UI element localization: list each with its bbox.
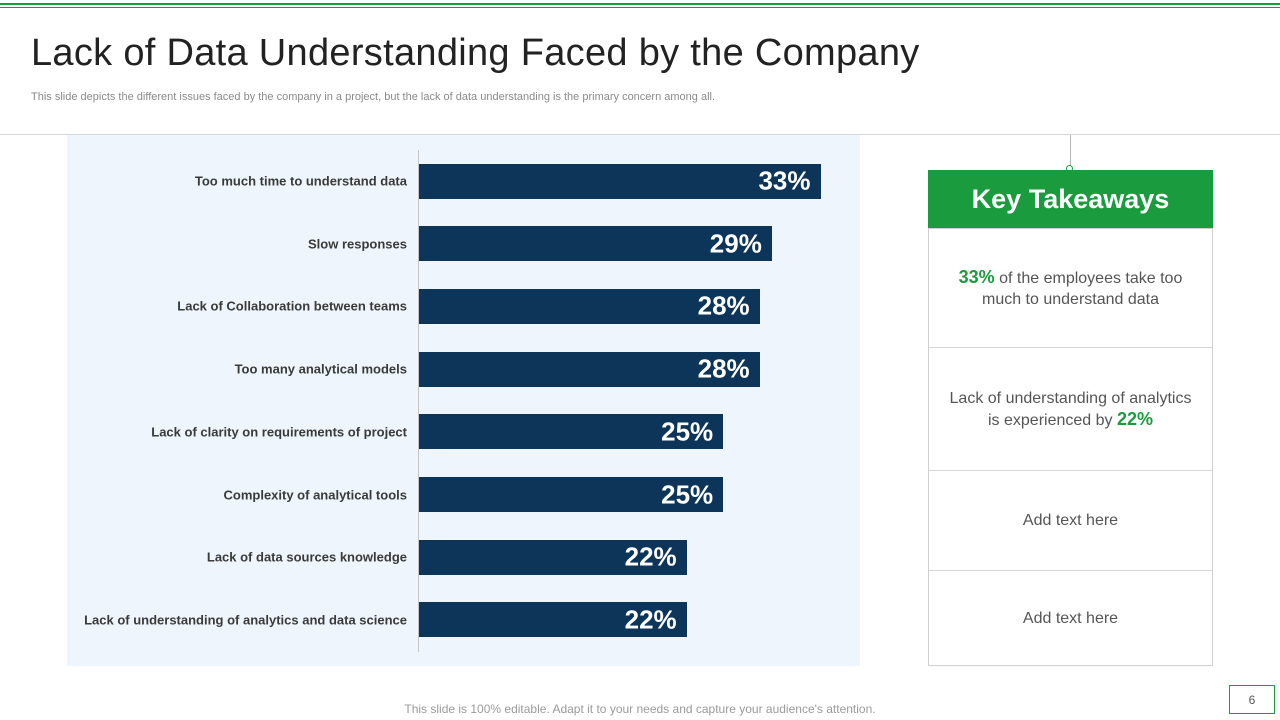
slide-subtitle: This slide depicts the different issues … <box>31 91 716 103</box>
takeaway-1-highlight: 33% <box>958 266 995 287</box>
bar: 25% <box>419 414 724 450</box>
bar: 33% <box>419 163 821 199</box>
chart-panel <box>67 135 860 666</box>
takeaway-divider <box>929 347 1212 348</box>
slide-title: Lack of Data Understanding Faced by the … <box>31 32 920 74</box>
bar: 25% <box>419 477 724 512</box>
category-label: Too many analytical models <box>234 361 407 377</box>
category-label: Lack of data sources knowledge <box>206 549 407 565</box>
category-label: Lack of clarity on requirements of proje… <box>151 424 407 440</box>
chart-axis-line <box>418 150 419 652</box>
bar: 22% <box>419 539 687 575</box>
bar-value-label: 28% <box>697 290 750 321</box>
bar: 28% <box>419 288 760 324</box>
bar-value-label: 22% <box>624 541 677 572</box>
takeaway-item-3: Add text here <box>929 471 1212 570</box>
category-label: Too much time to understand data <box>194 173 407 189</box>
top-accent-line-thin <box>0 7 1280 8</box>
top-accent-line <box>0 3 1280 5</box>
bar-value-label: 33% <box>758 165 811 196</box>
header-divider <box>0 134 1280 135</box>
connector-line <box>1070 135 1071 166</box>
category-label: Lack of Collaboration between teams <box>177 298 407 314</box>
bar-value-label: 29% <box>709 228 762 259</box>
takeaway-3-text: Add text here <box>1022 512 1119 529</box>
takeaway-2-highlight: 22% <box>1116 408 1153 429</box>
page-number: 6 <box>1229 685 1275 714</box>
takeaway-item-4: Add text here <box>929 571 1212 665</box>
takeaway-divider <box>929 570 1212 571</box>
bar-value-label: 22% <box>624 604 677 635</box>
category-label: Complexity of analytical tools <box>223 487 408 502</box>
takeaway-4-text: Add text here <box>1022 609 1119 627</box>
takeaway-item-1: 33% of the employees take too much to un… <box>929 229 1212 347</box>
category-label: Slow responses <box>308 236 407 252</box>
bar: 22% <box>419 602 687 638</box>
takeaway-divider <box>929 470 1212 471</box>
footer-note: This slide is 100% editable. Adapt it to… <box>404 702 876 716</box>
bar: 29% <box>419 226 772 262</box>
category-label: Lack of understanding of analytics and d… <box>84 612 407 628</box>
bar: 28% <box>419 351 760 387</box>
takeaway-2-text: Lack of understanding of analytics is ex… <box>949 389 1192 429</box>
bar-value-label: 25% <box>661 479 714 509</box>
key-takeaways-header: Key Takeaways <box>928 170 1213 228</box>
takeaway-item-2: Lack of understanding of analytics is ex… <box>929 348 1212 470</box>
bar-value-label: 25% <box>661 416 714 447</box>
bar-value-label: 28% <box>697 353 750 384</box>
takeaway-1-text: of the employees take too much to unders… <box>981 269 1183 308</box>
key-takeaways-box: 33% of the employees take too much to un… <box>928 228 1213 666</box>
